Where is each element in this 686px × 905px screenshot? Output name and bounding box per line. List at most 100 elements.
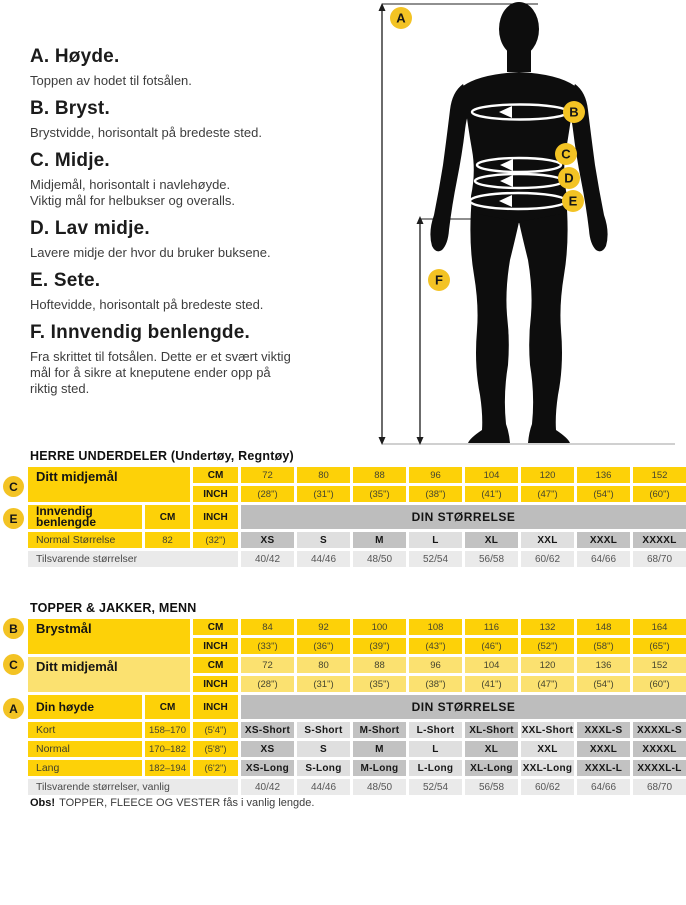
guide-item-e: E. Sete. Hoftevidde, horisontalt på bred… [30,270,365,313]
t2-row-kort-cm: 158–170 [145,722,190,738]
t2-waist-inch-cell: (41") [465,676,518,692]
t2-height-inch-header: INCH [193,695,238,719]
male-silhouette [430,2,608,443]
t2-size-cell: XXL-Long [521,760,574,776]
figure-badges: A B C D E F [390,7,585,291]
t2-size-cell: XXL [521,741,574,757]
t1-equivalent-cell: 60/62 [521,551,574,567]
t2-chest-inch-cell: (46") [465,638,518,654]
t1-waist-inch-cell: (38") [409,486,462,502]
t2-size-cell: M-Long [353,760,406,776]
t2-chest-inch-cell: (52") [521,638,574,654]
band-arrowheads [499,106,513,207]
t2-waist-inch-cell: (31") [297,676,350,692]
guide-item-c: C. Midje. Midjemål, horisontalt i navleh… [30,150,365,209]
note-text: TOPPER, FLEECE OG VESTER fås i vanlig le… [59,797,315,809]
t2-waist-inch-header: INCH [193,676,238,692]
table-topper-jakker: Brystmål CM 84 92 100 108 116 132 148 16… [28,619,686,795]
t1-equivalent-cell: 52/54 [409,551,462,567]
table2-title: TOPPER & JAKKER, MENN [30,601,197,615]
t2-chest-inch-cell: (65") [633,638,686,654]
t1-waist-label: Ditt midjemål [28,467,190,502]
guide-item-b: B. Bryst. Brystvidde, horisontalt på bre… [30,98,365,141]
t1-equivalent-cell: 48/50 [353,551,406,567]
t2-size-cell: XXXL [577,741,630,757]
t1-size-cell: XXL [521,532,574,548]
t2-equivalent-cell: 52/54 [409,779,462,795]
badge-f: F [435,273,443,288]
t1-equivalent-label: Tilsvarende størrelser [28,551,238,567]
t2-size-cell: S-Long [297,760,350,776]
t2-size-cell: XXXL-S [577,722,630,738]
t2-chest-inch-cell: (43") [409,638,462,654]
badge-b: B [569,105,578,120]
t2-waist-cm-cell: 72 [241,657,294,673]
t2-equivalent-cell: 68/70 [633,779,686,795]
t2-chest-cm-cell: 148 [577,619,630,635]
t1-waist-inch-cell: (41") [465,486,518,502]
t1-waist-cm-cell: 72 [241,467,294,483]
t2-chest-inch-cell: (58") [577,638,630,654]
t2-waist-inch-cell: (60") [633,676,686,692]
t1-leg-cm-header: CM [145,505,190,529]
t1-waist-cm-cell: 152 [633,467,686,483]
t2-waist-cm-cell: 136 [577,657,630,673]
row-badge-height-t2: A [3,698,24,719]
t1-leg-inch-header: INCH [193,505,238,529]
t2-waist-cm-cell: 152 [633,657,686,673]
waist-band [475,156,563,174]
t1-your-size-band: DIN STØRRELSE [241,505,686,529]
guide-desc: Lavere midje der hvor du bruker buksene. [30,245,271,260]
t2-height-label: Din høyde [28,695,142,719]
guide-desc: Hoftevidde, horisontalt på bredeste sted… [30,297,264,312]
t2-waist-cm-cell: 104 [465,657,518,673]
note-line: Obs! TOPPER, FLEECE OG VESTER fås i vanli… [30,797,314,809]
t2-waist-cm-cell: 88 [353,657,406,673]
row-badge-chest-t2: B [3,618,24,639]
t2-waist-label: Ditt midjemål [28,657,190,692]
t2-size-cell: XXXXL-S [633,722,686,738]
guide-item-d: D. Lav midje. Lavere midje der hvor du b… [30,218,365,261]
t1-size-cell: XS [241,532,294,548]
t1-waist-inch-cell: (54") [577,486,630,502]
row-badge-waist-t2: C [3,654,24,675]
t2-size-cell: XS-Short [241,722,294,738]
t2-waist-inch-cell: (38") [409,676,462,692]
t2-size-cell: S [297,741,350,757]
t1-waist-inch-cell: (28") [241,486,294,502]
t2-row-normal-cm: 170–182 [145,741,190,757]
t1-size-cell: XXXXL [633,532,686,548]
t2-size-cell: XL-Long [465,760,518,776]
guide-title: F. Innvendig benlengde. [30,322,250,343]
t2-row-kort-inch: (5'4") [193,722,238,738]
t2-chest-cm-cell: 100 [353,619,406,635]
t1-waist-cm-cell: 136 [577,467,630,483]
t2-row-normal-label: Normal [28,741,142,757]
badge-c: C [561,147,571,162]
note-bold: Obs! [30,797,56,809]
height-measure-arrow [378,3,386,445]
t2-waist-cm-cell: 120 [521,657,574,673]
badge-e: E [569,194,578,209]
t1-size-cell: M [353,532,406,548]
t2-size-cell: M [353,741,406,757]
t2-waist-inch-cell: (28") [241,676,294,692]
t1-waist-inch-cell: (31") [297,486,350,502]
t2-equivalent-cell: 44/46 [297,779,350,795]
t1-waist-cm-cell: 96 [409,467,462,483]
guide-title: E. Sete. [30,270,101,291]
t1-leg-label: Innvendig benlengde [28,505,142,529]
table1-title: HERRE UNDERDELER (Undertøy, Regntøy) [30,449,294,463]
t2-row-lang-inch: (6'2") [193,760,238,776]
row-badge-waist-t1: C [3,476,24,497]
t1-waist-inch-cell: (47") [521,486,574,502]
t2-equivalent-cell: 56/58 [465,779,518,795]
t1-waist-inch-cell: (35") [353,486,406,502]
t1-normal-cm-cell: 82 [145,532,190,548]
body-measurement-figure: A B C D E F [378,2,675,445]
t1-waist-inch-cell: (60") [633,486,686,502]
guide-desc: Fra skrittet til fotsålen. Dette er et s… [30,349,291,396]
t1-waist-cm-cell: 88 [353,467,406,483]
t2-size-cell: XS [241,741,294,757]
